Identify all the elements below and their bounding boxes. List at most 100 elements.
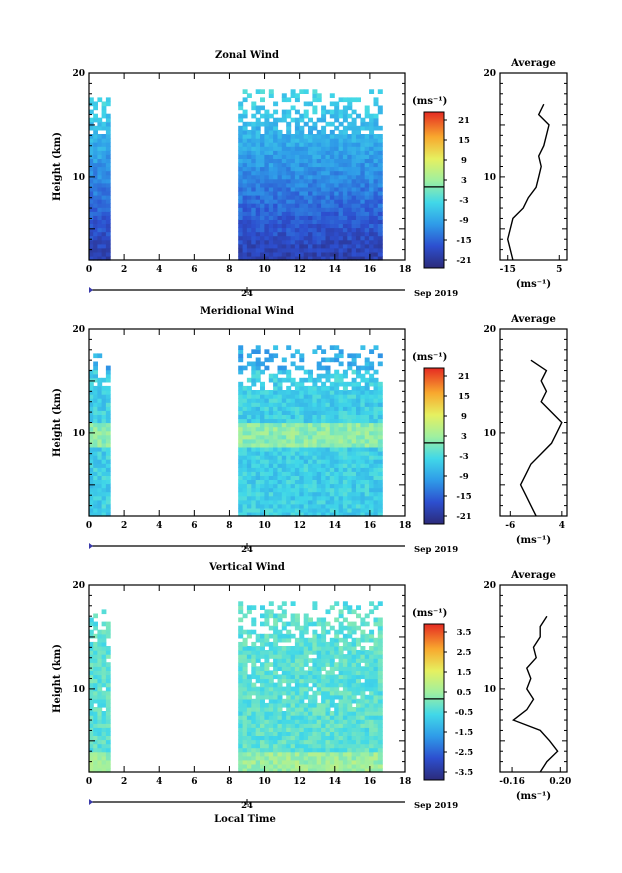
colorbar xyxy=(423,367,445,525)
heatmap-cell xyxy=(264,739,270,745)
heatmap-cell xyxy=(105,755,111,761)
heatmap-cell xyxy=(325,146,331,151)
heatmap-cell xyxy=(369,211,375,216)
heatmap-cell xyxy=(338,711,344,716)
heatmap-cell xyxy=(308,170,313,176)
heatmap-cell xyxy=(286,658,292,663)
heatmap-cell xyxy=(360,686,366,692)
heatmap-cell xyxy=(342,646,348,651)
heatmap-cell xyxy=(264,451,270,456)
heatmap-cell xyxy=(281,666,287,671)
heatmap-cell xyxy=(364,503,370,509)
heatmap-cell xyxy=(242,365,248,371)
heatmap-cell xyxy=(268,678,274,684)
heatmap-cell xyxy=(255,755,261,761)
heatmap-cell xyxy=(281,207,287,212)
heatmap-cell xyxy=(351,658,357,663)
heatmap-cell xyxy=(334,507,340,513)
heatmap-cell xyxy=(308,743,313,749)
heatmap-cell xyxy=(97,475,103,480)
heatmap-cell xyxy=(101,682,107,688)
heatmap-cell xyxy=(89,731,94,736)
heatmap-cell xyxy=(299,654,305,659)
heatmap-cell xyxy=(294,410,300,415)
heatmap-cell xyxy=(356,682,361,688)
heatmap-cell xyxy=(303,231,309,237)
heatmap-cell xyxy=(242,219,248,224)
heatmap-cell xyxy=(342,125,348,131)
heatmap-cell xyxy=(290,767,296,773)
heatmap-cell xyxy=(273,219,279,224)
heatmap-cell xyxy=(251,231,257,237)
heatmap-cell xyxy=(246,215,252,220)
heatmap-cell xyxy=(360,418,366,424)
heatmap-cell xyxy=(290,422,296,428)
heatmap-cell xyxy=(325,158,331,164)
heatmap-cell xyxy=(242,442,248,448)
heatmap-cell xyxy=(356,763,361,769)
heatmap-cell xyxy=(377,629,383,635)
heatmap-cell xyxy=(334,255,340,261)
heatmap-cell xyxy=(246,402,252,407)
heatmap-cell xyxy=(342,117,348,123)
heatmap-cell xyxy=(251,138,257,143)
heatmap-cell xyxy=(251,426,257,432)
heatmap-cell xyxy=(255,690,261,696)
heatmap-cell xyxy=(299,715,305,720)
heatmap-cell xyxy=(360,247,366,253)
heatmap-cell xyxy=(238,446,244,452)
heatmap-cell xyxy=(316,763,322,769)
heatmap-cell xyxy=(251,491,257,497)
heatmap-cell xyxy=(364,154,370,159)
heatmap-cell xyxy=(303,174,309,180)
heatmap-cell xyxy=(299,215,305,220)
heatmap-cell xyxy=(264,418,270,424)
heatmap-cell xyxy=(356,446,361,452)
heatmap-cell xyxy=(356,398,361,403)
heatmap-cell xyxy=(321,686,327,692)
heatmap-cell xyxy=(105,633,111,639)
heatmap-cell xyxy=(268,479,274,485)
heatmap-cell xyxy=(351,162,357,168)
heatmap-cell xyxy=(321,154,327,159)
heatmap-cell xyxy=(286,255,292,261)
heatmap-cell xyxy=(312,507,318,513)
colorbar-tick-label: -15 xyxy=(456,236,471,246)
heatmap-cell xyxy=(290,743,296,749)
heatmap-cell xyxy=(242,471,248,476)
heatmap-cell xyxy=(377,767,383,773)
heatmap-cell xyxy=(308,446,313,452)
heatmap-cell xyxy=(238,357,244,363)
heatmap-cell xyxy=(242,199,248,204)
heatmap-cell xyxy=(286,751,292,757)
heatmap-cell xyxy=(303,727,309,732)
heatmap-cell xyxy=(101,219,107,224)
heatmap-cell xyxy=(338,170,344,176)
heatmap-cell xyxy=(351,487,357,493)
heatmap-cell xyxy=(290,170,296,176)
average-unit: (ms⁻¹) xyxy=(516,535,551,546)
heatmap-cell xyxy=(273,227,279,233)
heatmap-cell xyxy=(360,633,366,639)
heatmap-cell xyxy=(356,406,361,411)
heatmap-cell xyxy=(260,142,265,147)
heatmap-cell xyxy=(316,451,322,456)
heatmap-cell xyxy=(334,499,340,505)
heatmap-cell xyxy=(105,235,111,241)
heatmap-cell xyxy=(329,203,335,208)
heatmap-cell xyxy=(238,767,244,773)
heatmap-cell xyxy=(294,109,300,115)
heatmap-cell xyxy=(277,751,283,757)
heatmap-cell xyxy=(268,406,274,411)
heatmap-cell xyxy=(260,641,265,647)
heatmap-cell xyxy=(290,499,296,505)
heatmap-cell xyxy=(286,426,292,432)
heatmap-cell xyxy=(364,109,370,115)
heatmap-cell xyxy=(286,686,292,692)
heatmap-cell xyxy=(377,495,383,501)
heatmap-cell xyxy=(101,426,107,432)
heatmap-cell xyxy=(347,418,353,424)
heatmap-cell xyxy=(286,682,292,688)
heatmap-cell xyxy=(364,662,370,667)
